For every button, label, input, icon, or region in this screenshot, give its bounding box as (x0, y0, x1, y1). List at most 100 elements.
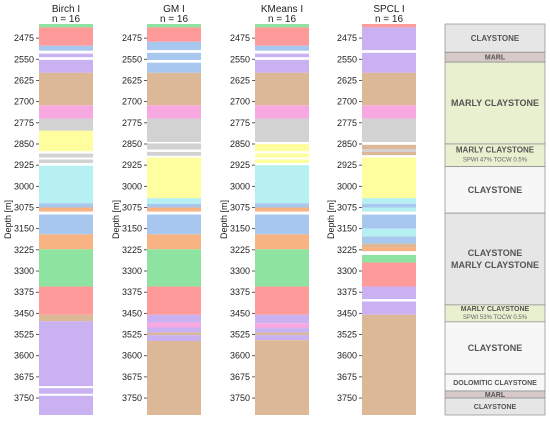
interval-gray (362, 149, 416, 152)
interval-white (255, 211, 309, 215)
y-tick-label: 2925 (122, 160, 142, 170)
y-tick-label: 3750 (122, 393, 142, 403)
interval-green (255, 249, 309, 287)
interval-purple (255, 314, 309, 324)
interval-tan (362, 314, 416, 415)
lithology-unit-box (444, 321, 546, 375)
y-axis-label: Depth [m] (326, 200, 336, 239)
y-tick-label: 2925 (337, 160, 357, 170)
y-tick-label: 3075 (337, 203, 357, 213)
lithology-label: MARLY CLAYSTONE (451, 260, 539, 270)
interval-cyan (39, 165, 93, 204)
lithology-unit-box (444, 397, 546, 416)
y-tick-label: 3225 (14, 245, 34, 255)
y-tick-label: 3675 (122, 372, 142, 382)
y-tick-label: 3525 (14, 330, 34, 340)
y-tick-label: 3375 (14, 287, 34, 297)
interval-green (39, 24, 93, 28)
interval-purple (39, 395, 93, 415)
interval-green (147, 24, 201, 28)
y-tick-label: 2775 (230, 118, 250, 128)
y-tick-label: 3150 (14, 224, 34, 234)
y-axis-label: Depth [m] (219, 200, 229, 239)
y-tick-label: 2775 (122, 118, 142, 128)
y-tick-label: 3300 (122, 266, 142, 276)
lithology-label: CLAYSTONE (468, 343, 523, 353)
lithology-unit: DOLOMITIC CLAYSTONE (444, 373, 546, 392)
interval-white (147, 149, 201, 152)
column-subtitle: n = 16 (375, 14, 404, 25)
interval-purple (39, 388, 93, 394)
interval-purple (255, 59, 309, 73)
interval-cyan (362, 207, 416, 212)
interval-white (255, 157, 309, 160)
interval-cyan (147, 198, 201, 204)
interval-yellow (147, 157, 201, 199)
interval-gray (39, 118, 93, 131)
interval-blue (362, 203, 416, 208)
y-tick-label: 3450 (122, 308, 142, 318)
interval-orange (39, 234, 93, 250)
interval-tan (255, 332, 309, 336)
cluster-column-3: SPCL In = 16 2475 2550 2625 2700 2775 2850 2925… (326, 4, 416, 415)
interval-yellow (39, 130, 93, 152)
y-tick-label: 3375 (230, 287, 250, 297)
y-tick-label: 2925 (230, 160, 250, 170)
y-axis-label: Depth [m] (3, 200, 13, 239)
interval-gray (255, 118, 309, 142)
y-tick-label: 3075 (230, 203, 250, 213)
interval-tan (39, 314, 93, 322)
y-tick-label: 3450 (14, 308, 34, 318)
cluster-column-0: Birch In = 16 2475 2550 2625 2700 2775 2850 292… (3, 4, 93, 415)
interval-red (362, 262, 416, 287)
cluster-column-2: KMeans In = 16 2475 2550 2625 2700 2775 2850 29… (219, 4, 309, 415)
interval-orange (147, 207, 201, 212)
y-tick-label: 3600 (337, 351, 357, 361)
y-tick-label: 3450 (230, 308, 250, 318)
lithology-label: CLAYSTONE (468, 185, 523, 195)
interval-orange (255, 234, 309, 250)
interval-green (362, 254, 416, 263)
interval-purple (39, 321, 93, 387)
y-tick-label: 2625 (230, 75, 250, 85)
interval-orange (39, 207, 93, 212)
y-tick-label: 2475 (230, 33, 250, 43)
y-tick-label: 2700 (337, 97, 357, 107)
interval-blue (255, 203, 309, 208)
lithology-label: MARLY CLAYSTONE (451, 98, 539, 108)
lithology-label: MARL (485, 55, 506, 62)
interval-purple (362, 286, 416, 300)
y-tick-label: 2550 (14, 54, 34, 64)
lithology-unit: MARL (444, 51, 546, 63)
interval-orange (362, 247, 416, 252)
interval-white (362, 211, 416, 215)
interval-tan (362, 151, 416, 156)
y-tick-label: 3000 (337, 181, 357, 191)
interval-cyan (255, 165, 309, 204)
interval-tan (255, 340, 309, 415)
y-tick-label: 3750 (230, 393, 250, 403)
interval-purple (362, 301, 416, 315)
lithology-label: MARL (485, 392, 506, 399)
interval-gray (147, 118, 201, 142)
lithology-label: CLAYSTONE (471, 34, 520, 43)
interval-blue (147, 52, 201, 61)
interval-red (39, 27, 93, 46)
lithology-label: MARLY CLAYSTONE (456, 146, 535, 155)
y-tick-label: 3150 (230, 224, 250, 234)
interval-white (362, 142, 416, 145)
column-title: SPCL I (373, 4, 404, 15)
lithology-unit-box (444, 166, 546, 214)
y-tick-label: 2475 (14, 33, 34, 43)
lithology-unit: CLAYSTONE (444, 166, 546, 214)
interval-white (147, 60, 201, 63)
lithology-unit-box (444, 212, 546, 306)
y-tick-label: 3225 (230, 245, 250, 255)
interval-blue (147, 62, 201, 73)
interval-tan (362, 72, 416, 106)
y-tick-label: 2550 (337, 54, 357, 64)
y-tick-label: 2850 (230, 139, 250, 149)
interval-tan (362, 144, 416, 150)
y-tick-label: 3225 (337, 245, 357, 255)
